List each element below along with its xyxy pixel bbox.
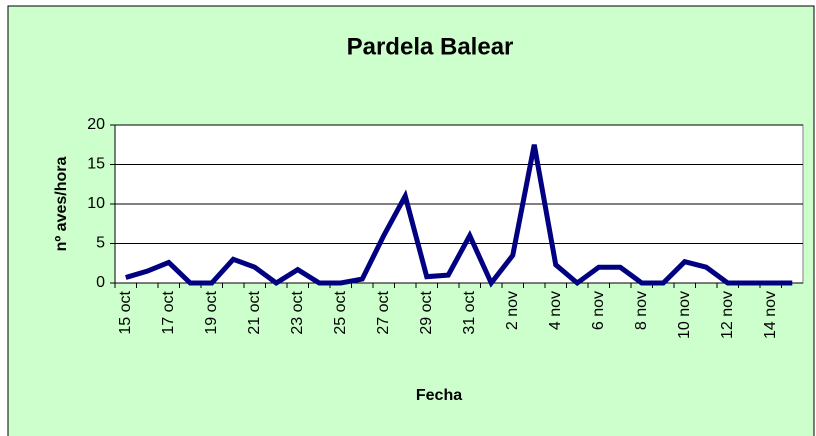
y-tick-label: 5 xyxy=(96,235,105,252)
data-line xyxy=(125,144,793,288)
y-tick-label: 15 xyxy=(87,156,105,173)
y-tick-label: 10 xyxy=(87,195,105,212)
x-tick-label: 6 nov xyxy=(590,291,607,330)
x-axis-label: Fecha xyxy=(416,387,462,404)
x-tick-label: 2 nov xyxy=(504,291,521,330)
x-tick-label: 21 oct xyxy=(246,290,263,334)
x-tick-label: 15 oct xyxy=(117,290,134,334)
x-tick-label: 31 oct xyxy=(461,290,478,334)
x-tick-label: 10 nov xyxy=(676,291,693,339)
x-tick-label: 12 nov xyxy=(719,291,736,339)
x-tick-label: 19 oct xyxy=(203,290,220,334)
x-tick-label: 4 nov xyxy=(547,291,564,330)
chart-title: Pardela Balear xyxy=(347,33,514,60)
x-tick-label: 23 oct xyxy=(289,290,306,334)
x-tick-label: 14 nov xyxy=(762,291,779,339)
x-tick-label: 8 nov xyxy=(633,291,650,330)
x-tick-label: 29 oct xyxy=(418,290,435,334)
x-tick-label: 27 oct xyxy=(375,290,392,334)
x-tick-label: 25 oct xyxy=(332,290,349,334)
y-tick-label: 0 xyxy=(96,274,105,291)
y-tick-label: 20 xyxy=(87,116,105,133)
y-axis-label: nº aves/hora xyxy=(53,157,70,252)
x-tick-label: 17 oct xyxy=(160,290,177,334)
